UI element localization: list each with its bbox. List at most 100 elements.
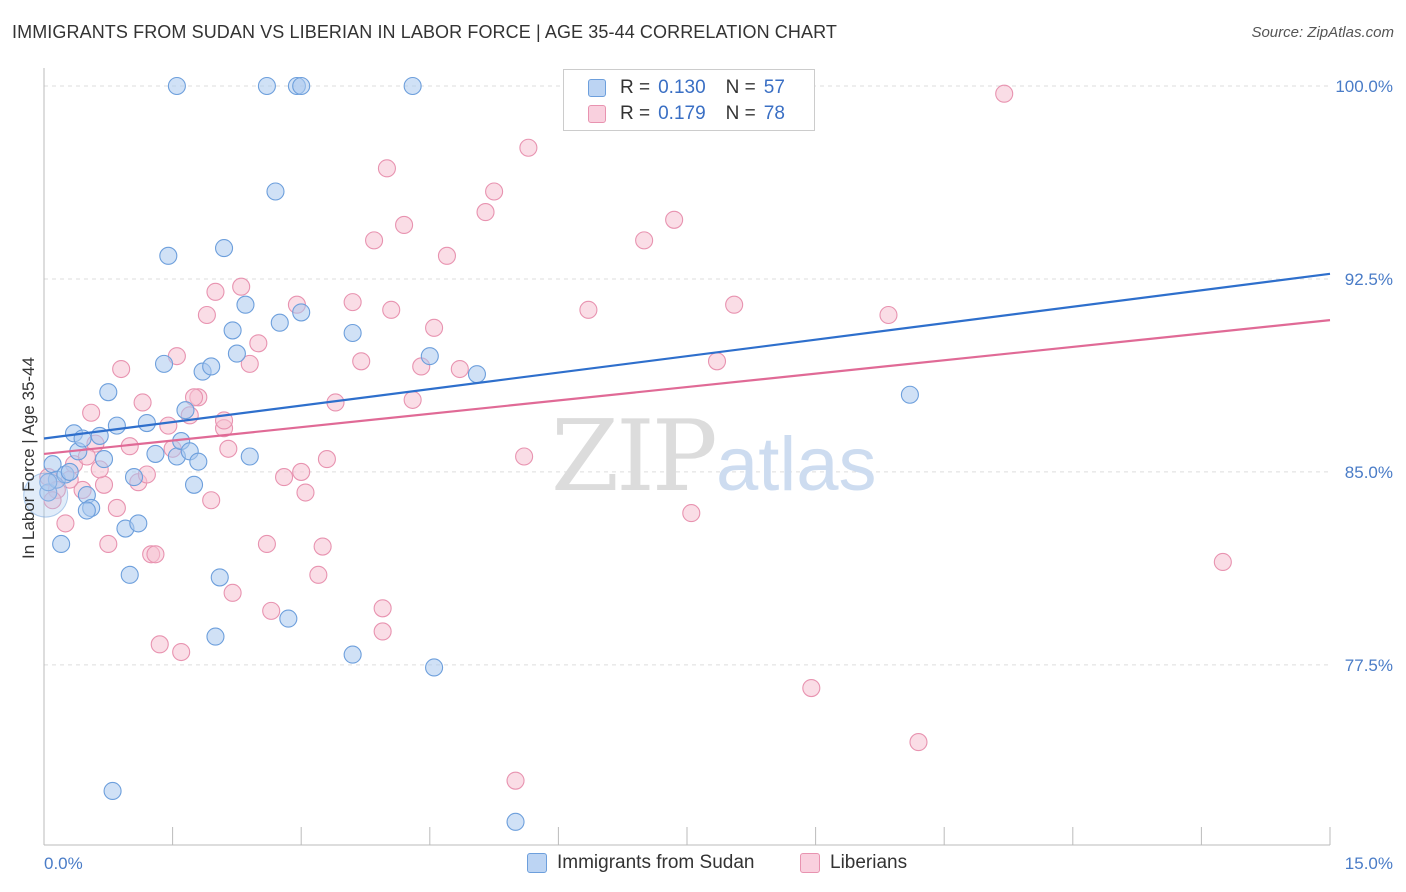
x-tick-label: 15.0% (1345, 854, 1393, 873)
data-point (52, 534, 71, 554)
data-point (184, 388, 204, 407)
data-point (506, 771, 525, 790)
data-point (206, 282, 225, 301)
data-point (909, 733, 928, 752)
data-point (82, 403, 101, 422)
legend: R = 0.130 N = 57 R = 0.179 N = 78 (563, 69, 815, 131)
data-point (240, 354, 259, 373)
x-tick-label: 0.0% (44, 854, 83, 873)
data-point (665, 210, 684, 229)
data-point (395, 215, 414, 234)
data-point (262, 601, 281, 620)
data-point (107, 416, 126, 435)
data-point (682, 504, 701, 523)
data-point (707, 352, 727, 371)
data-point (257, 76, 276, 96)
data-point (1213, 552, 1232, 572)
data-point (240, 447, 259, 466)
data-point (202, 357, 221, 376)
data-point (579, 300, 598, 319)
data-point (450, 359, 469, 379)
data-point (146, 545, 165, 564)
data-point (189, 452, 208, 471)
legend-n-label: N = (725, 103, 756, 124)
legend-r-value: 0.130 (658, 77, 706, 98)
data-point (802, 679, 821, 698)
trend-lines (43, 272, 1331, 456)
legend-swatch-liberians (588, 105, 606, 123)
data-point (94, 450, 114, 469)
data-point (107, 498, 126, 518)
data-point (257, 534, 276, 554)
legend-row-sudan: R = 0.130 N = 57 (588, 76, 805, 100)
data-point (223, 583, 242, 602)
data-point (437, 246, 456, 265)
legend-r-label: R = (620, 77, 651, 98)
bottom-legend-label-sudan: Immigrants from Sudan (557, 852, 755, 873)
y-tick-label: 100.0% (1335, 77, 1393, 96)
data-point (124, 468, 144, 487)
axes (43, 68, 1331, 846)
data-point (343, 645, 362, 664)
data-point (292, 303, 311, 322)
data-point (236, 295, 255, 314)
cluster-point (23, 472, 69, 518)
data-point (292, 76, 311, 96)
data-point (343, 293, 362, 312)
data-point (172, 642, 191, 662)
data-point (159, 416, 178, 435)
sudan-points (23, 76, 919, 831)
data-point (232, 277, 251, 296)
data-point (425, 318, 444, 337)
data-point (133, 393, 152, 412)
data-point (112, 359, 131, 379)
watermark-zip: ZIP (551, 400, 715, 514)
data-point (94, 475, 114, 494)
data-point (275, 468, 294, 487)
data-point (377, 159, 396, 178)
data-point (373, 622, 392, 641)
data-point (635, 231, 654, 250)
data-point (382, 300, 401, 319)
bottom-legend-swatch-sudan (527, 853, 547, 873)
data-point (420, 347, 439, 366)
data-point (146, 444, 165, 463)
data-point (476, 203, 495, 222)
bottom-legend-label-liberians: Liberians (830, 852, 908, 873)
data-point (519, 138, 538, 157)
data-point (167, 76, 186, 96)
data-point (425, 658, 444, 677)
data-point (485, 182, 504, 201)
source-label: Source: ZipAtlas.com (1251, 24, 1394, 41)
bottom-legend-swatch-liberians (800, 853, 820, 873)
data-point (99, 383, 118, 402)
data-point (129, 514, 148, 533)
tick-labels: 100.0% 92.5% 85.0% 77.5% 0.0% 15.0% (44, 77, 1393, 873)
data-point (373, 599, 392, 618)
data-point (150, 635, 169, 654)
data-point (995, 84, 1014, 103)
data-point (223, 321, 242, 340)
legend-n-label: N = (725, 77, 756, 98)
data-point (154, 354, 174, 373)
data-point (184, 475, 204, 494)
data-point (56, 514, 75, 533)
data-point (725, 295, 744, 314)
data-point (270, 313, 289, 332)
data-point (206, 627, 225, 646)
data-point (343, 323, 362, 343)
data-point (352, 352, 371, 371)
data-point (219, 439, 238, 458)
data-point (266, 182, 285, 201)
trend-line-liberians (43, 319, 1331, 456)
data-point (77, 501, 96, 520)
bottom-legend-liberians: Liberians (800, 852, 907, 874)
trend-line-sudan (43, 272, 1331, 440)
data-point (403, 390, 422, 409)
legend-n-value: 57 (763, 77, 785, 98)
y-tick-label: 85.0% (1345, 463, 1393, 482)
watermark-atlas: atlas (716, 422, 877, 507)
data-point (159, 246, 178, 265)
bottom-legend: Immigrants from Sudan Liberians (0, 852, 1406, 878)
data-point (176, 401, 195, 420)
